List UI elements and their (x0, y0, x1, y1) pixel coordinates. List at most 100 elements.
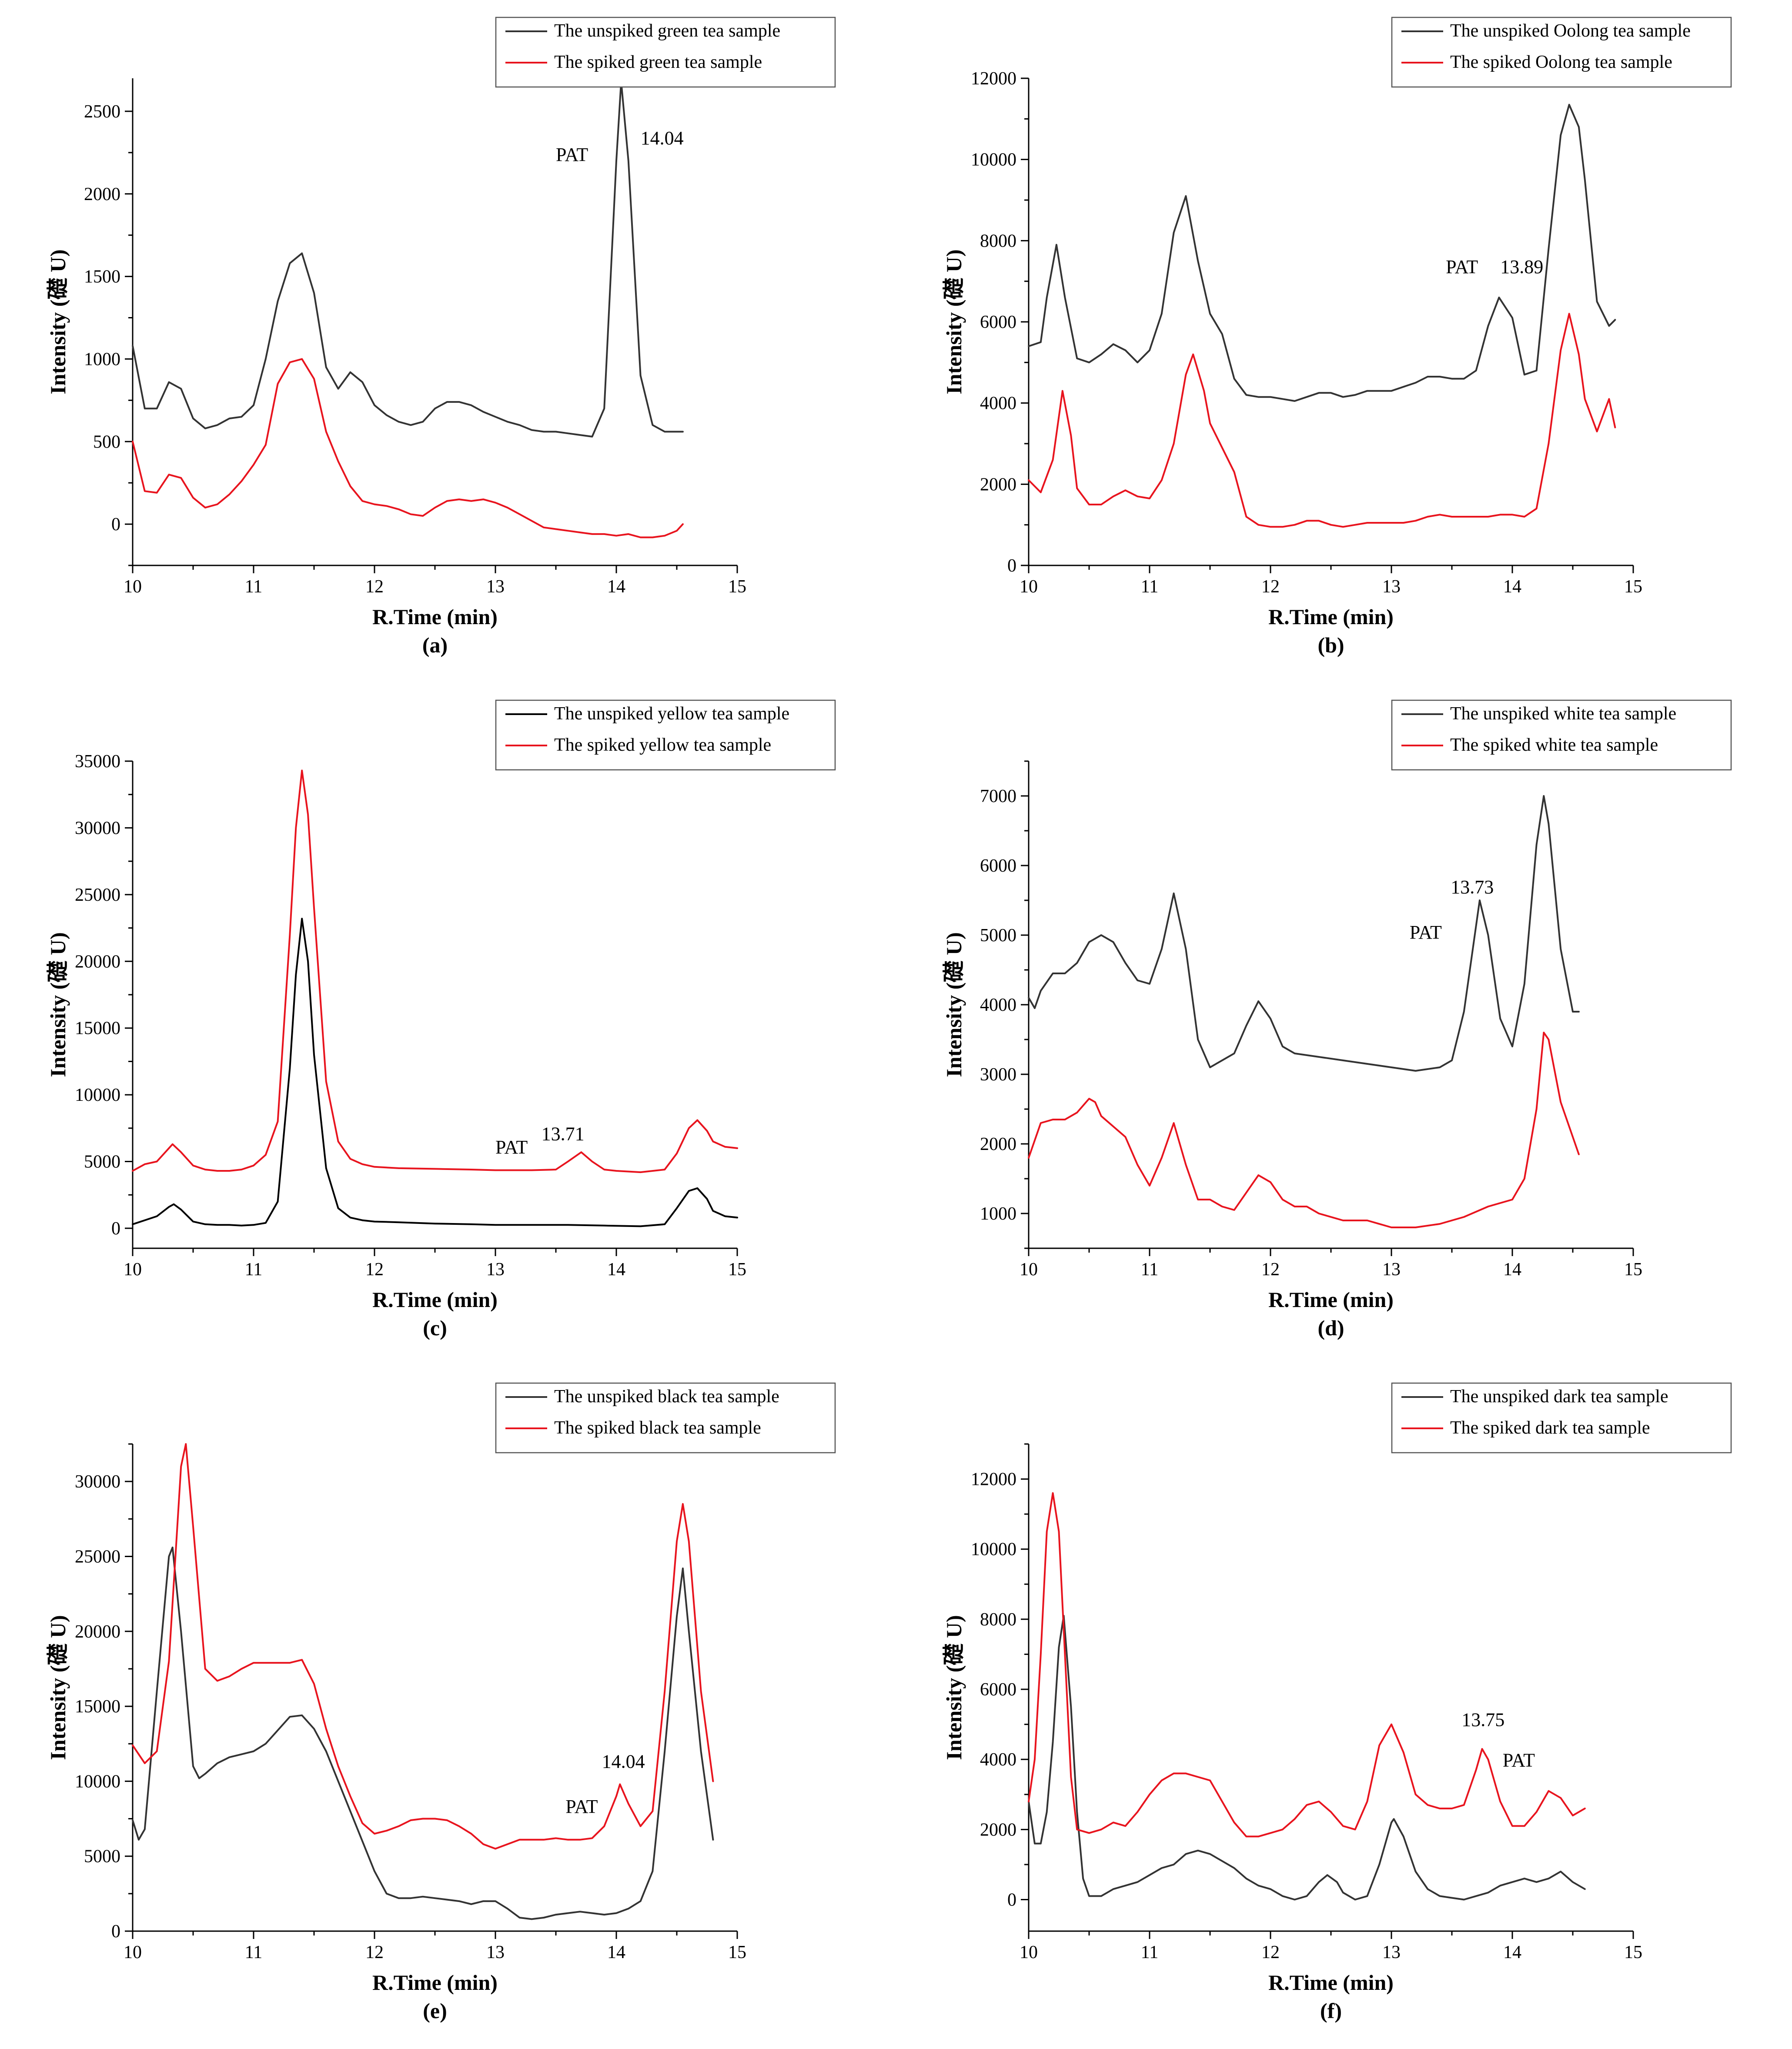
y-axis-title: Intensity (礎 U) (46, 249, 70, 394)
y-axis-title: Intensity (礎 U) (942, 249, 966, 394)
peak-annotation: 13.73 (1451, 876, 1494, 898)
chart-panel-c: 10 11 12 13 14 15 0 5000 10000 15000 20000 25000 300… (0, 683, 896, 1366)
x-tick-label: 12 (1261, 1942, 1280, 1962)
y-tick-label: 5000 (980, 926, 1016, 946)
x-tick-label: 15 (1624, 1260, 1642, 1280)
y-tick-label: 15000 (75, 1697, 120, 1717)
y-tick-label: 0 (111, 1219, 120, 1239)
peak-annotation: 14.04 (641, 127, 684, 149)
chart-svg: 10 11 12 13 14 15 0 5000 10000 15000 20000 25000 300… (46, 699, 836, 1340)
y-tick-label: 2000 (980, 475, 1016, 495)
panel-label: (f) (1320, 1999, 1342, 2023)
peak-annotation: PAT (565, 1796, 598, 1817)
legend-entry: The unspiked Oolong tea sample (1450, 21, 1691, 41)
y-tick-label: 12000 (971, 69, 1016, 89)
legend-entry: The spiked green tea sample (554, 52, 762, 72)
series-line-unspiked (132, 918, 738, 1227)
chart-svg: 10 11 12 13 14 15 1000 2000 3000 4000 5000 6000 7000… (942, 699, 1732, 1340)
peak-annotation: PAT (1410, 922, 1442, 943)
y-tick-label: 8000 (980, 231, 1016, 251)
y-axis-title: Intensity (礎 U) (942, 1615, 966, 1760)
x-tick-label: 14 (607, 1942, 625, 1962)
y-tick-label: 2000 (980, 1820, 1016, 1840)
legend-entry: The unspiked white tea sample (1450, 704, 1676, 724)
series-line-spiked (1028, 313, 1616, 528)
peak-annotation: PAT (495, 1136, 528, 1158)
y-tick-label: 20000 (75, 1622, 120, 1642)
y-tick-label: 0 (1007, 556, 1016, 576)
x-tick-label: 13 (1382, 1260, 1401, 1280)
y-tick-label: 6000 (980, 856, 1016, 876)
legend-entry: The spiked yellow tea sample (554, 735, 771, 755)
x-tick-label: 11 (245, 577, 262, 597)
peak-annotation: 13.75 (1461, 1709, 1504, 1731)
x-tick-label: 10 (1020, 1942, 1038, 1962)
y-tick-label: 2500 (84, 102, 120, 122)
legend-entry: The unspiked dark tea sample (1450, 1387, 1668, 1407)
y-tick-label: 12000 (971, 1470, 1016, 1490)
panel-label: (b) (1317, 633, 1344, 657)
x-tick-label: 12 (365, 1260, 384, 1280)
y-tick-label: 3000 (980, 1065, 1016, 1085)
peak-annotation: PAT (556, 144, 588, 165)
x-tick-label: 15 (1624, 577, 1642, 597)
y-tick-label: 35000 (75, 752, 120, 772)
series-line-unspiked (1028, 795, 1580, 1072)
legend (495, 699, 836, 771)
y-tick-label: 15000 (75, 1019, 120, 1039)
series-line-spiked (132, 358, 684, 538)
series-line-unspiked (132, 80, 684, 438)
y-tick-label: 30000 (75, 1472, 120, 1492)
peak-annotation: 13.71 (542, 1123, 585, 1144)
panel-label: (a) (422, 633, 448, 657)
series-line-spiked (1028, 1492, 1586, 1838)
x-tick-label: 14 (1503, 1260, 1521, 1280)
series-line-unspiked (1028, 104, 1616, 402)
x-tick-label: 14 (607, 577, 625, 597)
x-tick-label: 15 (1624, 1942, 1642, 1962)
y-tick-label: 4000 (980, 394, 1016, 414)
chart-svg: 10 11 12 13 14 15 0 2000 4000 6000 8000 10000 12000 R… (942, 17, 1732, 657)
x-tick-label: 10 (1020, 577, 1038, 597)
y-tick-label: 1500 (84, 267, 120, 287)
y-tick-label: 20000 (75, 952, 120, 972)
y-tick-label: 10000 (971, 150, 1016, 170)
legend (495, 17, 836, 88)
x-tick-label: 12 (365, 1942, 384, 1962)
x-axis-title: R.Time (min) (1268, 1287, 1394, 1312)
y-tick-label: 5000 (84, 1847, 120, 1867)
panel-label: (e) (423, 1999, 447, 2023)
series-line-unspiked (132, 1546, 714, 1920)
chart-panel-f: 10 11 12 13 14 15 0 2000 4000 6000 8000 10000 12000 R… (896, 1366, 1792, 2049)
y-tick-label: 5000 (84, 1152, 120, 1172)
y-tick-label: 30000 (75, 818, 120, 838)
chart-panel-b: 10 11 12 13 14 15 0 2000 4000 6000 8000 10000 12000 R… (896, 0, 1792, 683)
y-tick-label: 1000 (84, 349, 120, 369)
series-line-spiked (132, 1443, 714, 1850)
x-tick-label: 13 (486, 1260, 505, 1280)
x-axis-title: R.Time (min) (372, 605, 498, 629)
x-tick-label: 10 (124, 1260, 142, 1280)
x-tick-label: 11 (245, 1942, 262, 1962)
chart-panel-e: 10 11 12 13 14 15 0 5000 10000 15000 20000 25000 300… (0, 1366, 896, 2049)
peak-annotation: PAT (1503, 1749, 1535, 1771)
x-tick-label: 12 (365, 577, 384, 597)
legend-entry: The spiked black tea sample (554, 1418, 761, 1438)
legend-entry: The spiked dark tea sample (1450, 1418, 1650, 1438)
x-tick-label: 15 (728, 1942, 746, 1962)
series-line-spiked (1028, 1032, 1580, 1228)
y-tick-label: 25000 (75, 885, 120, 905)
y-tick-label: 0 (111, 1922, 120, 1942)
x-tick-label: 14 (1503, 577, 1521, 597)
y-tick-label: 4000 (980, 995, 1016, 1015)
panel-label: (d) (1317, 1316, 1344, 1340)
y-tick-label: 10000 (75, 1772, 120, 1792)
chart-panel-d: 10 11 12 13 14 15 1000 2000 3000 4000 5000 6000 7000… (896, 683, 1792, 1366)
chart-panel-a: 10 11 12 13 14 15 0 500 1000 1500 2000 2500 R.Time (… (0, 0, 896, 683)
y-tick-label: 10000 (75, 1085, 120, 1105)
legend-entry: The spiked Oolong tea sample (1450, 52, 1672, 72)
y-tick-label: 10000 (971, 1540, 1016, 1560)
x-axis-title: R.Time (min) (1268, 605, 1394, 629)
peak-annotation: 14.04 (602, 1751, 645, 1772)
y-tick-label: 8000 (980, 1610, 1016, 1630)
